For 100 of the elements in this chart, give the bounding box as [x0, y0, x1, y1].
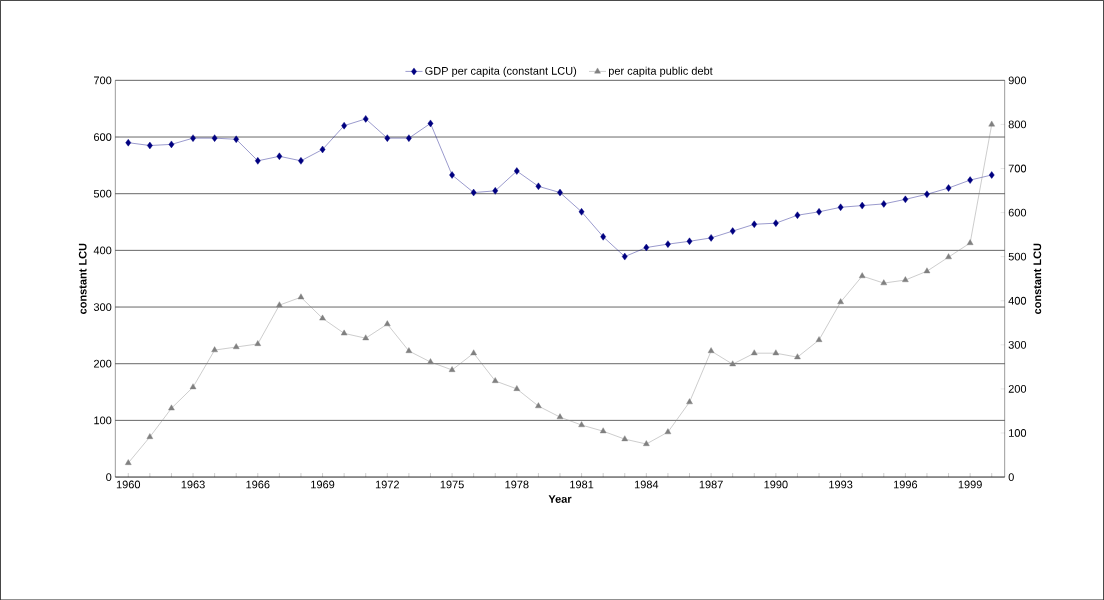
y2-tick-label: 300 — [1008, 340, 1027, 349]
x-tick-label: 1981 — [570, 480, 594, 489]
x-tick-label: 1993 — [829, 480, 853, 489]
point — [384, 320, 391, 326]
point — [599, 427, 607, 433]
point — [945, 184, 952, 192]
point — [621, 435, 628, 441]
x-tick-label: 1975 — [440, 480, 464, 489]
point — [686, 398, 693, 404]
point — [945, 253, 952, 259]
x-tick-label: 1969 — [311, 480, 335, 489]
y2-tick-label: 0 — [1008, 473, 1014, 481]
point — [859, 201, 866, 210]
point — [837, 203, 844, 211]
point — [578, 421, 585, 427]
point — [837, 298, 844, 304]
y-tick-label: 200 — [94, 359, 112, 368]
point — [254, 156, 261, 165]
point — [276, 152, 283, 160]
x-tick-label: 1996 — [893, 480, 918, 489]
point — [664, 428, 672, 434]
point — [966, 239, 974, 245]
x-tick-label: 1972 — [375, 480, 399, 489]
x-tick-label: 1990 — [764, 480, 788, 489]
x-axis-title: Year — [548, 495, 572, 503]
x-tick-label: 1984 — [634, 480, 659, 489]
point — [297, 293, 305, 299]
point — [319, 145, 326, 154]
point — [751, 349, 758, 355]
y-axis-title: constant LCU — [78, 243, 87, 314]
point — [211, 134, 218, 142]
point — [448, 366, 456, 372]
y2-tick-label: 800 — [1008, 120, 1027, 129]
point — [211, 346, 218, 352]
point — [168, 140, 175, 148]
point — [362, 334, 369, 340]
x-tick-label: 1960 — [116, 480, 141, 489]
y-tick-label: 600 — [94, 132, 112, 141]
point — [492, 377, 499, 383]
point — [924, 190, 930, 198]
point — [535, 182, 542, 190]
point — [513, 385, 521, 391]
point — [729, 360, 736, 366]
point — [707, 347, 715, 353]
point — [405, 347, 413, 353]
y2-tick-label: 600 — [1008, 208, 1027, 217]
point — [902, 195, 909, 203]
point — [470, 188, 477, 197]
point — [988, 171, 995, 179]
point — [492, 186, 499, 195]
point — [578, 207, 585, 216]
point — [858, 272, 866, 278]
point — [427, 358, 434, 364]
y2-tick-label: 200 — [1008, 384, 1027, 393]
y2-axis-title: constant LCU — [1033, 243, 1042, 314]
point — [319, 314, 326, 321]
point — [362, 115, 369, 123]
x-tick-label: 1987 — [699, 480, 723, 489]
y-tick-label: 700 — [94, 76, 112, 85]
y2-tick-label: 100 — [1009, 428, 1027, 437]
y-tick-label: 100 — [94, 416, 112, 425]
point — [514, 167, 520, 175]
point — [902, 276, 909, 282]
point — [815, 336, 823, 342]
point — [880, 279, 888, 285]
point — [751, 220, 758, 228]
legend-label: GDP per capita (constant LCU) — [425, 66, 577, 77]
point — [125, 138, 132, 147]
point — [232, 343, 240, 349]
point — [190, 134, 196, 142]
point — [686, 237, 693, 245]
point — [794, 353, 801, 359]
point — [254, 340, 262, 346]
y2-tick-label: 500 — [1008, 252, 1027, 261]
point — [988, 120, 995, 127]
x-tick-label: 1966 — [246, 480, 270, 489]
point — [125, 459, 132, 465]
point — [794, 211, 801, 219]
y2-tick-label: 900 — [1008, 76, 1027, 85]
y-tick-label: 300 — [93, 302, 112, 311]
point — [340, 329, 348, 336]
point — [643, 440, 650, 446]
point — [276, 301, 283, 307]
point — [535, 402, 542, 408]
y2-tick-label: 400 — [1008, 296, 1027, 305]
point — [168, 404, 175, 411]
point — [556, 413, 564, 419]
x-tick-label: 1999 — [958, 480, 982, 489]
x-tick-label: 1963 — [181, 480, 205, 489]
point — [967, 176, 973, 184]
point — [406, 134, 412, 142]
point — [708, 234, 714, 242]
point — [427, 119, 434, 127]
point — [470, 349, 477, 355]
point — [643, 243, 650, 252]
point — [146, 433, 154, 439]
point — [621, 252, 628, 261]
point — [449, 171, 455, 179]
point — [880, 200, 887, 208]
point — [189, 383, 197, 389]
